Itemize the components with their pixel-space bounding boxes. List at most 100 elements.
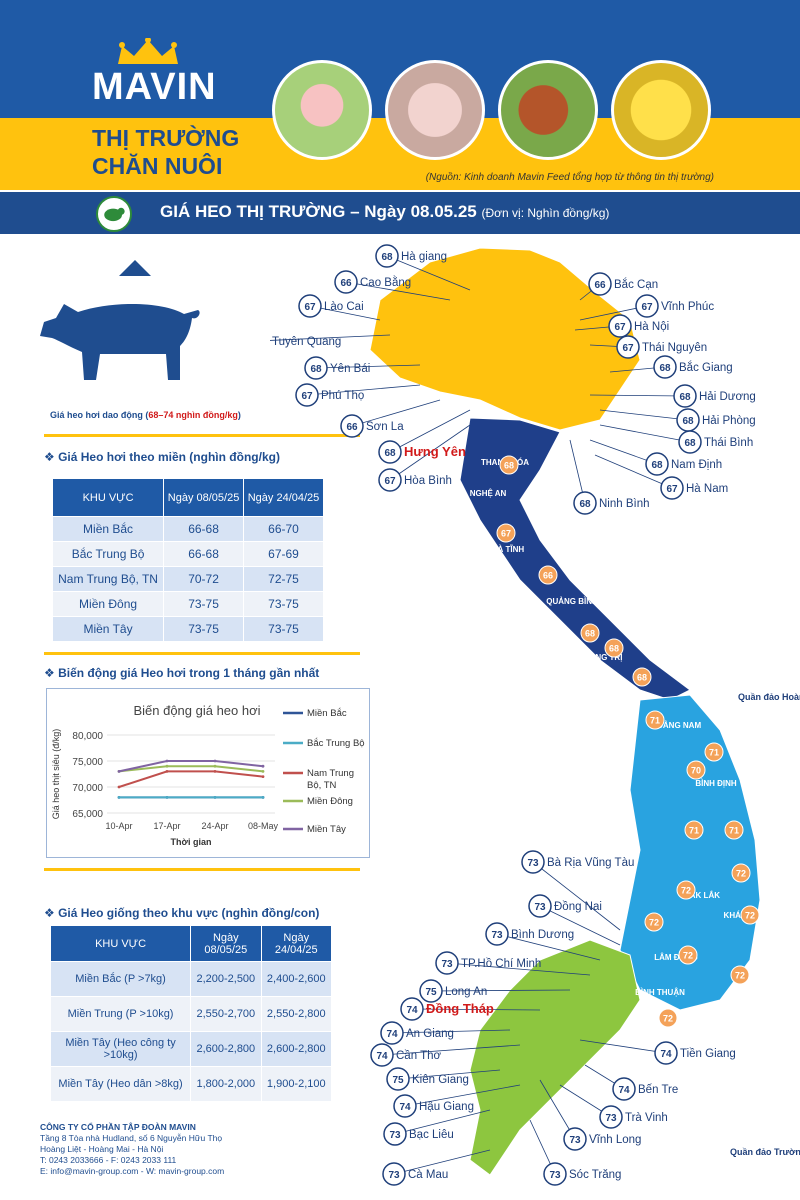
south-region-shape — [469, 939, 641, 1176]
province-name: Bình Dương — [511, 929, 574, 941]
price-value: 74 — [399, 1102, 411, 1113]
table-header: Ngày 24/04/25 — [243, 478, 324, 517]
line-chart: Biến động giá heo hơi 80,000 75,000 70,000 6… — [51, 703, 365, 847]
province-name: Hải Phòng — [702, 415, 756, 427]
leader-line — [389, 424, 471, 481]
north-central-region-shape — [459, 417, 691, 701]
table-cell: 2,550-2,800 — [260, 996, 333, 1032]
x-tick-label: 08-May — [248, 821, 279, 831]
province-name: Yên Bái — [330, 363, 370, 375]
price-badge — [573, 491, 597, 515]
province-name: Tuyên Quang — [272, 336, 341, 348]
table-header: Ngày 08/05/25 — [190, 925, 262, 962]
price-badge — [298, 294, 322, 318]
province-name: Ninh Bình — [599, 498, 650, 510]
province-marker: 68 Ninh Bình — [573, 491, 650, 515]
price-badge — [635, 294, 659, 318]
series-point — [213, 759, 217, 763]
price-badge — [654, 1041, 678, 1065]
central-price-badge — [740, 905, 760, 925]
table-header: KHU VỰC — [49, 925, 192, 962]
central-price-value: 71 — [650, 716, 660, 726]
price-value: 73 — [549, 1170, 561, 1181]
series-point — [213, 764, 217, 768]
province-name: Cao Bằng — [360, 276, 411, 289]
legend-label: Bắc Trung Bộ — [307, 738, 365, 749]
table-cell: Miền Đông — [51, 591, 165, 617]
section3-title: ❖ Giá Heo giống theo khu vực (nghìn đồng… — [44, 906, 320, 920]
y-tick-label: 70,000 — [72, 783, 103, 794]
price-badge — [386, 1067, 410, 1091]
province-marker: 73 Cà Mau — [382, 1162, 448, 1186]
leader-line — [496, 933, 601, 961]
price-value: 66 — [594, 280, 606, 291]
y-axis-label: Giá heo thịt siêu (đ/kg) — [51, 729, 61, 820]
province-name: Thái Bình — [704, 437, 753, 449]
central-price-value: 70 — [691, 766, 701, 776]
price-value: 75 — [425, 987, 437, 998]
region-label: NGHỆ AN — [470, 489, 507, 498]
piglet-price-table: KHU VỰC Ngày 08/05/25 Ngày 24/04/25 Miền… — [49, 925, 333, 1102]
series-point — [261, 796, 265, 799]
price-badge — [380, 1021, 404, 1045]
leader-line — [397, 1069, 501, 1080]
price-value: 73 — [389, 1130, 401, 1141]
price-value: 73 — [491, 930, 503, 941]
price-badge — [599, 1105, 623, 1129]
price-value: 73 — [388, 1170, 400, 1181]
table-cell: Miền Bắc — [51, 516, 165, 542]
central-price-badge — [730, 965, 750, 985]
series-point — [261, 775, 265, 778]
market-title: THỊ TRƯỜNG CHĂN NUÔI — [92, 124, 239, 180]
central-price-badge — [684, 820, 704, 840]
series-point — [261, 764, 265, 768]
province-name: An Giang — [406, 1028, 454, 1040]
region-label: ĐẮK LẮK — [684, 891, 720, 900]
leader-line — [430, 989, 571, 992]
table-row: Miền Trung (P >10kg) 2,550-2,700 2,550-2… — [49, 996, 333, 1032]
province-marker: 67 Vĩnh Phúc — [635, 294, 714, 318]
price-trend-chart: Biến động giá heo hơi 80,000 75,000 70,000 6… — [46, 688, 370, 858]
table-cell: Miền Bắc (P >7kg) — [49, 961, 192, 997]
company-phone: T: 0243 2033666 - F: 0243 2033 111 — [40, 1155, 177, 1165]
leader-line — [594, 454, 673, 489]
province-name: Bắc Cạn — [614, 278, 658, 291]
province-marker: 66 Cao Bằng — [334, 270, 411, 294]
banner-title-text: GIÁ HEO THỊ TRƯỜNG – Ngày 08.05.25 — [160, 202, 477, 221]
series-point — [165, 796, 169, 799]
pig-badge-icon — [96, 196, 132, 232]
series-line — [118, 765, 264, 773]
price-value: 73 — [441, 959, 453, 970]
province-marker: 68 Bắc Giang — [653, 355, 733, 379]
legend-label: Miền Bắc — [307, 708, 347, 719]
price-value: 73 — [569, 1135, 581, 1146]
central-price-badge — [632, 667, 652, 687]
y-tick-label: 75,000 — [72, 757, 103, 768]
table-cell: Miền Tây (Heo công ty >10kg) — [49, 1031, 192, 1067]
series-line — [118, 770, 264, 788]
table-row: Miền Tây 73-75 73-75 — [51, 616, 324, 642]
table-cell: 2,200-2,500 — [190, 961, 262, 997]
province-name: Vĩnh Long — [589, 1134, 641, 1146]
table-cell: 1,900-2,100 — [260, 1066, 333, 1102]
price-badge — [485, 922, 509, 946]
leader-line — [446, 962, 591, 976]
table-cell: 72-75 — [243, 566, 324, 592]
leader-line — [309, 305, 381, 321]
leader-line — [539, 905, 621, 946]
triangle-marker-icon — [119, 260, 151, 276]
province-name: TP.Hồ Chí Minh — [461, 958, 541, 970]
price-badge — [378, 440, 402, 464]
central-price-badge — [496, 523, 516, 543]
series-point — [117, 796, 121, 799]
region-label: QUẢNG BÌNH — [546, 597, 598, 606]
series-point — [165, 764, 169, 768]
central-price-badge — [604, 638, 624, 658]
central-price-badge — [645, 710, 665, 730]
series-point — [117, 785, 121, 789]
province-name: Hải Dương — [699, 391, 756, 403]
leader-line — [589, 394, 686, 397]
price-value: 68 — [682, 416, 694, 427]
price-value: 67 — [304, 302, 316, 313]
leader-line — [404, 1084, 521, 1107]
